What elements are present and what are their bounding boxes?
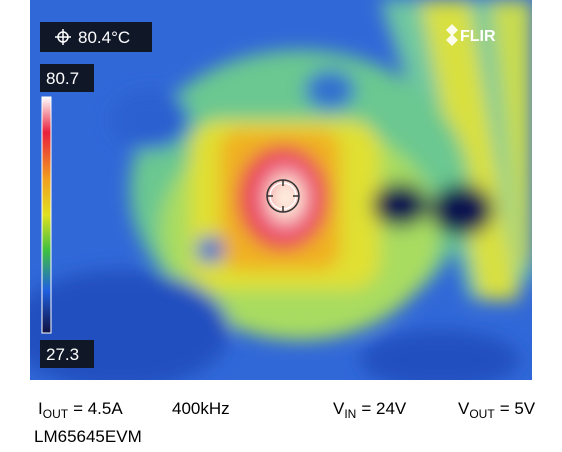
caption-vout: VOUT = 5V xyxy=(458,399,536,421)
brand-logo: FLIR xyxy=(446,24,496,46)
subscript: IN xyxy=(344,407,356,421)
caption-iout: IOUT = 4.5A xyxy=(38,399,123,421)
color-bar xyxy=(41,96,52,334)
brand: FLIR xyxy=(460,28,496,45)
scale-min: 27.3 xyxy=(46,345,79,364)
caption-frequency: 400kHz xyxy=(172,399,230,418)
scale-min-box xyxy=(40,340,94,368)
value: = 24V xyxy=(361,399,407,418)
scale-max: 80.7 xyxy=(46,69,79,88)
subscript: OUT xyxy=(469,407,495,421)
value: = 5V xyxy=(500,399,536,418)
spot-icon xyxy=(55,29,71,45)
symbol: I xyxy=(38,399,43,418)
subscript: OUT xyxy=(43,407,69,421)
scale-max-box xyxy=(40,64,94,92)
caption-board: LM65645EVM xyxy=(34,427,142,446)
value: = 4.5A xyxy=(73,399,123,418)
crosshair xyxy=(266,179,300,213)
symbol: V xyxy=(333,399,345,418)
symbol: V xyxy=(458,399,470,418)
spot-reading: 80.4°C xyxy=(78,28,130,47)
thermal-image xyxy=(30,0,532,380)
caption-vin: VIN = 24V xyxy=(333,399,407,421)
